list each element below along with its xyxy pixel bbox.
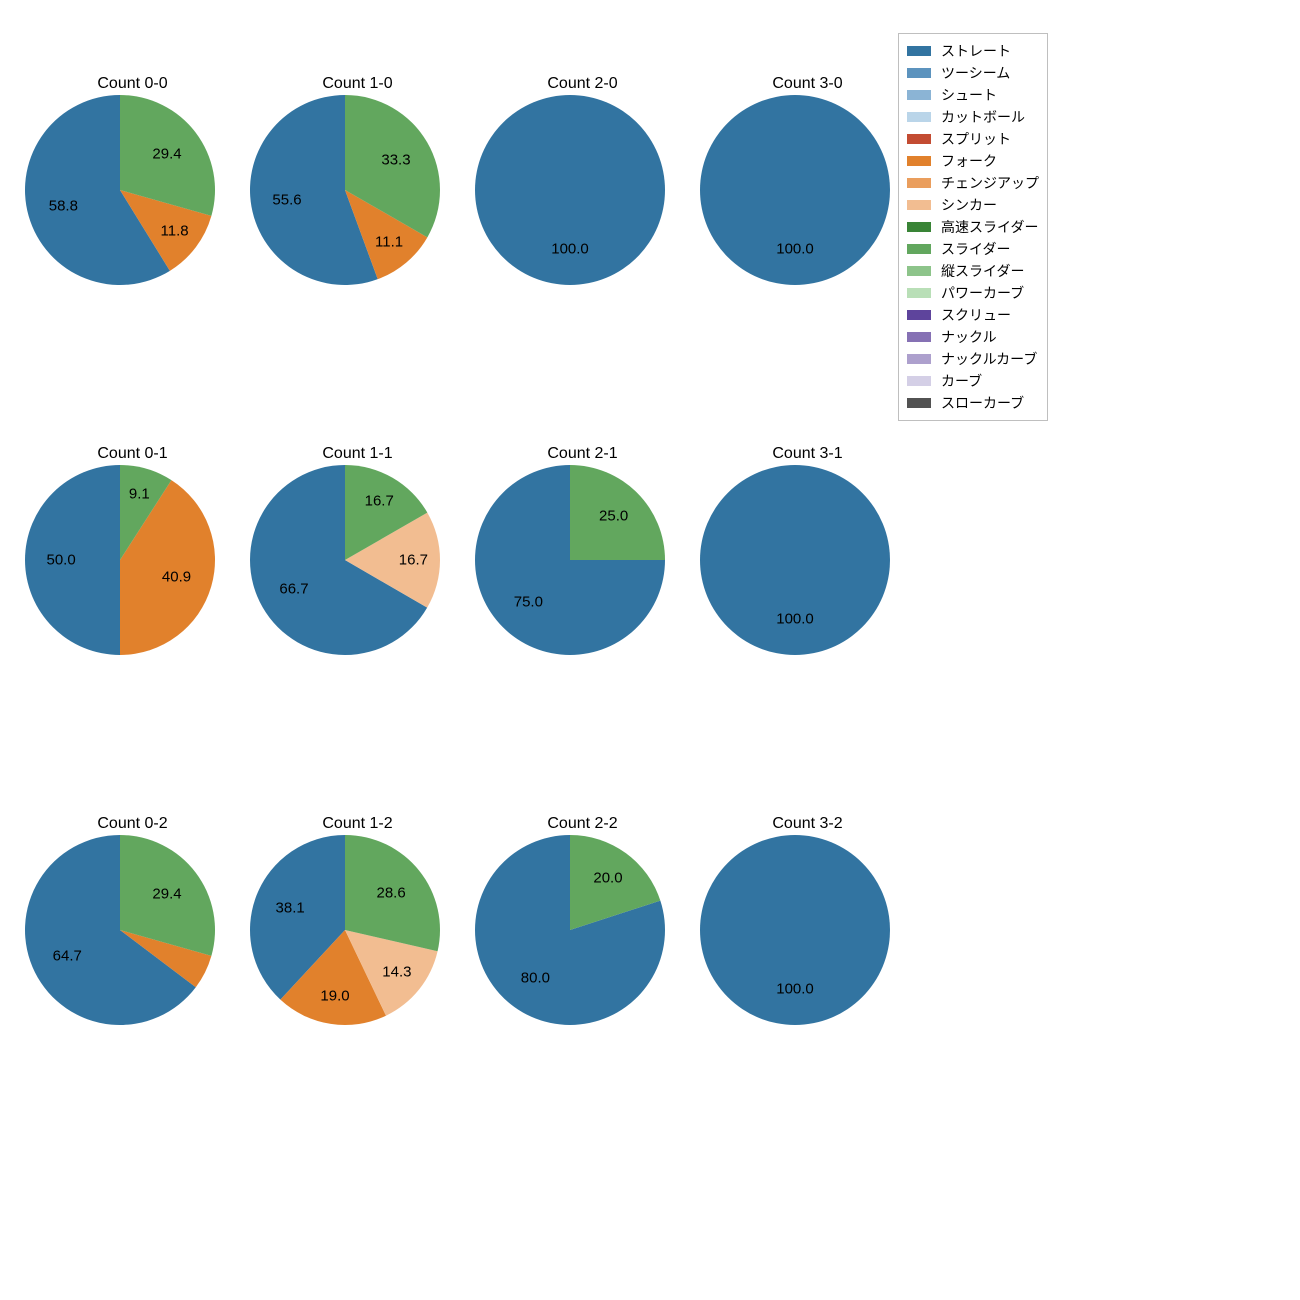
pie-subplot: Count 2-175.025.0 <box>470 425 695 795</box>
legend-item: パワーカーブ <box>907 282 1039 304</box>
legend-swatch <box>907 332 931 342</box>
legend-item: ツーシーム <box>907 62 1039 84</box>
legend-item: チェンジアップ <box>907 172 1039 194</box>
legend-swatch <box>907 288 931 298</box>
pie-slice-label: 100.0 <box>776 980 814 997</box>
legend-item: シンカー <box>907 194 1039 216</box>
legend-item: ナックルカーブ <box>907 348 1039 370</box>
pie-subplot: Count 1-238.119.014.328.6 <box>245 795 470 1165</box>
legend-swatch <box>907 178 931 188</box>
pie-slice-label: 40.9 <box>162 568 191 585</box>
legend-label: 縦スライダー <box>941 261 1024 281</box>
pie-slice-label: 33.3 <box>381 152 410 169</box>
legend-swatch <box>907 310 931 320</box>
pie-subplot: Count 2-280.020.0 <box>470 795 695 1165</box>
legend-item: ストレート <box>907 40 1039 62</box>
legend-item: スプリット <box>907 128 1039 150</box>
legend-label: ナックル <box>941 327 997 347</box>
pie-slice-label: 58.8 <box>49 198 78 215</box>
legend-item: フォーク <box>907 150 1039 172</box>
legend-item: シュート <box>907 84 1039 106</box>
pie-slice-label: 28.6 <box>376 885 405 902</box>
pie-slice-label: 100.0 <box>776 240 814 257</box>
legend-label: フォーク <box>941 151 997 171</box>
legend-label: ナックルカーブ <box>941 349 1037 369</box>
pie-slice-label: 38.1 <box>276 900 305 917</box>
pie-subplot: Count 2-0100.0 <box>470 55 695 425</box>
legend-swatch <box>907 222 931 232</box>
pie-slice-label: 20.0 <box>593 869 622 886</box>
legend-label: ストレート <box>941 41 1011 61</box>
pie-slice-label: 16.7 <box>399 552 428 569</box>
legend-swatch <box>907 354 931 364</box>
pie-subplot: Count 0-150.040.99.1 <box>20 425 245 795</box>
legend-swatch <box>907 398 931 408</box>
legend-swatch <box>907 376 931 386</box>
pie-chart <box>20 795 245 1165</box>
pie-subplot: Count 0-058.811.829.4 <box>20 55 245 425</box>
pie-subplot: Count 3-0100.0 <box>695 55 920 425</box>
legend-label: カーブ <box>941 371 982 391</box>
pie-slice-label: 29.4 <box>152 146 181 163</box>
pie-chart <box>20 55 245 425</box>
legend-swatch <box>907 156 931 166</box>
pie-slice-label: 55.6 <box>272 192 301 209</box>
legend-swatch <box>907 46 931 56</box>
pie-slice-label: 16.7 <box>365 492 394 509</box>
pie-slice-label: 100.0 <box>551 240 589 257</box>
pie-slice-label: 80.0 <box>521 969 550 986</box>
legend-item: スローカーブ <box>907 392 1039 414</box>
legend-label: シンカー <box>941 195 997 215</box>
pie-slice-label: 64.7 <box>53 948 82 965</box>
pie-slice-label: 19.0 <box>320 987 349 1004</box>
legend-item: スライダー <box>907 238 1039 260</box>
legend-swatch <box>907 134 931 144</box>
pie-chart <box>245 795 470 1165</box>
pie-slice-label: 14.3 <box>382 963 411 980</box>
pie-slice-label: 50.0 <box>46 552 75 569</box>
pie-slice-label: 75.0 <box>514 593 543 610</box>
legend-swatch <box>907 200 931 210</box>
figure: Count 0-058.811.829.4Count 1-055.611.133… <box>0 0 1300 1300</box>
pie-chart <box>470 425 695 795</box>
legend-label: チェンジアップ <box>941 173 1039 193</box>
pie-subplot: Count 1-166.716.716.7 <box>245 425 470 795</box>
legend-label: ツーシーム <box>941 63 1010 83</box>
legend-label: スクリュー <box>941 305 1011 325</box>
pie-chart <box>245 425 470 795</box>
legend-label: シュート <box>941 85 997 105</box>
pie-subplot: Count 3-1100.0 <box>695 425 920 795</box>
legend-label: カットボール <box>941 107 1025 127</box>
pie-slice-label: 100.0 <box>776 610 814 627</box>
legend: ストレートツーシームシュートカットボールスプリットフォークチェンジアップシンカー… <box>898 33 1048 421</box>
legend-swatch <box>907 244 931 254</box>
legend-item: 高速スライダー <box>907 216 1039 238</box>
pie-slice-label: 11.1 <box>375 234 403 251</box>
legend-label: パワーカーブ <box>941 283 1024 303</box>
legend-item: カーブ <box>907 370 1039 392</box>
legend-swatch <box>907 266 931 276</box>
legend-swatch <box>907 112 931 122</box>
pie-subplot: Count 0-264.729.4 <box>20 795 245 1165</box>
pie-chart <box>245 55 470 425</box>
pie-slice-label: 29.4 <box>152 886 181 903</box>
legend-label: スプリット <box>941 129 1011 149</box>
pie-slice-label: 11.8 <box>161 223 189 240</box>
legend-label: スライダー <box>941 239 1010 259</box>
pie-chart <box>470 795 695 1165</box>
legend-swatch <box>907 68 931 78</box>
legend-item: ナックル <box>907 326 1039 348</box>
legend-label: スローカーブ <box>941 393 1024 413</box>
legend-item: カットボール <box>907 106 1039 128</box>
pie-slice-label: 66.7 <box>279 581 308 598</box>
pie-slice-label: 25.0 <box>599 508 628 525</box>
pie-slice-label: 9.1 <box>129 486 150 503</box>
legend-swatch <box>907 90 931 100</box>
legend-item: スクリュー <box>907 304 1039 326</box>
pie-chart <box>20 425 245 795</box>
legend-label: 高速スライダー <box>941 217 1038 237</box>
pie-subplot: Count 3-2100.0 <box>695 795 920 1165</box>
legend-item: 縦スライダー <box>907 260 1039 282</box>
pie-subplot: Count 1-055.611.133.3 <box>245 55 470 425</box>
